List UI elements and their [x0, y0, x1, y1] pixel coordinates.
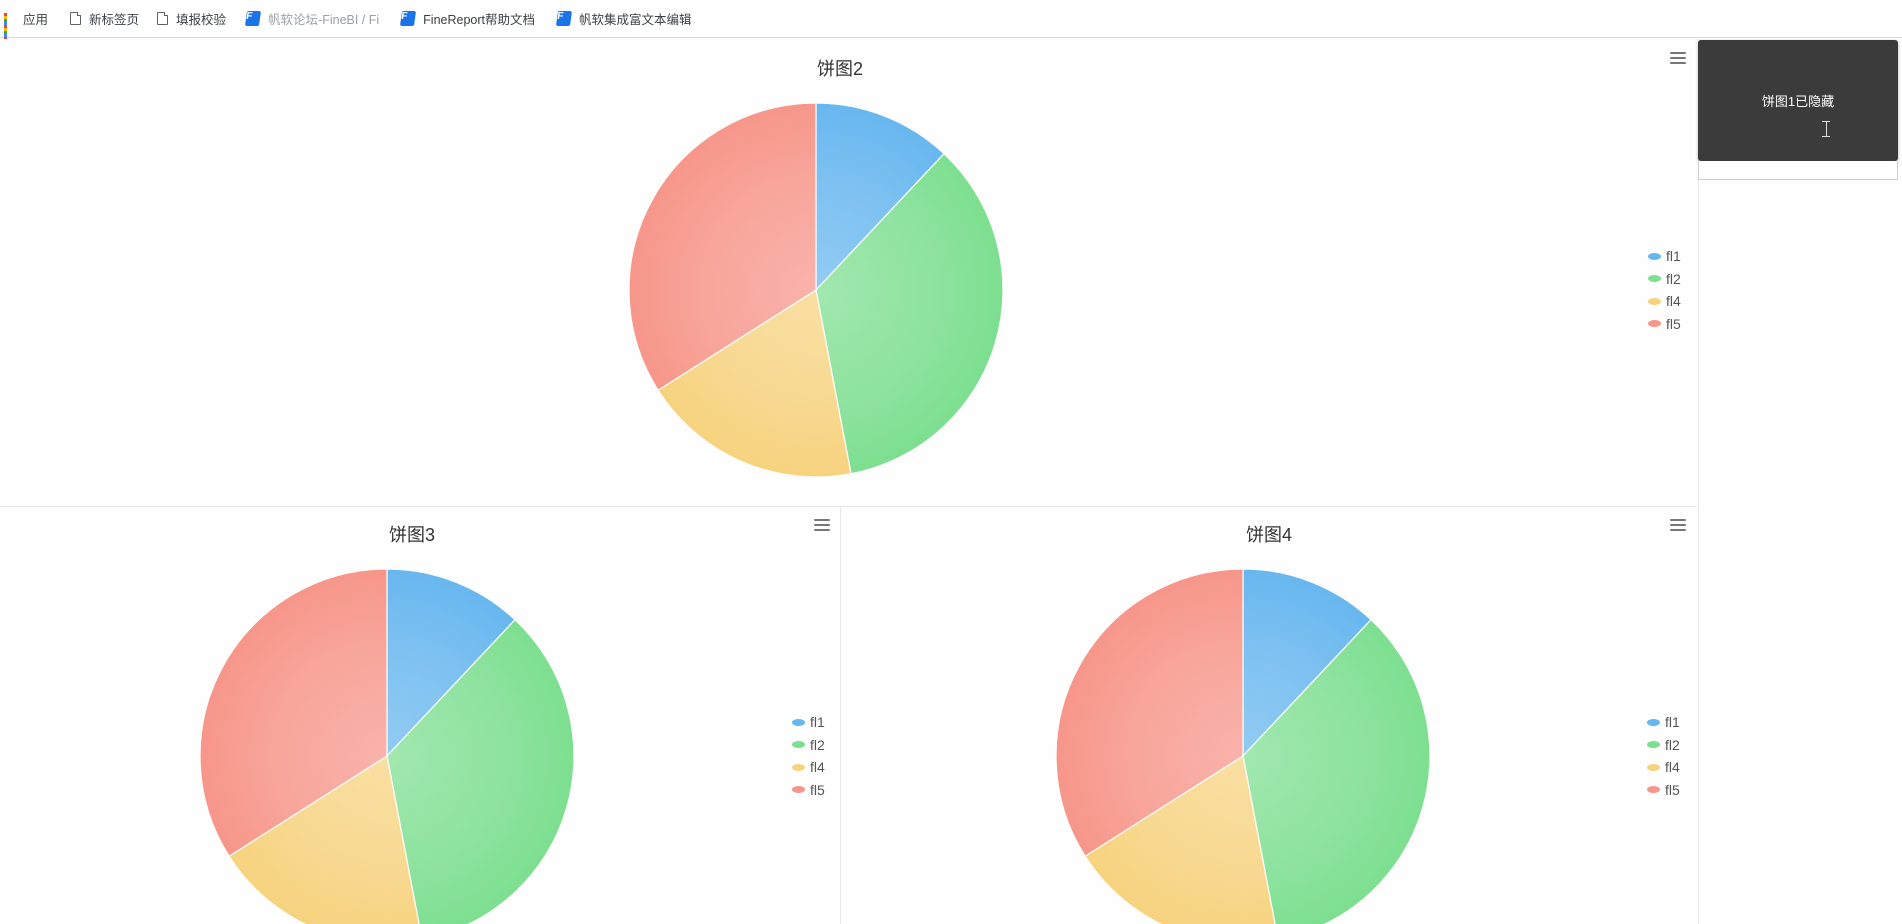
legend-label: fl5 — [1666, 315, 1681, 332]
legend-marker-icon — [792, 718, 805, 726]
pie-chart — [1055, 568, 1431, 924]
chart-menu-icon[interactable] — [1670, 52, 1686, 64]
legend-label: fl2 — [1665, 736, 1680, 753]
pie-slice-fl4[interactable] — [657, 289, 852, 478]
bookmark-apps[interactable]: 应用 — [4, 9, 49, 40]
pie-slice-fl1[interactable] — [1242, 568, 1372, 758]
chart-title: 饼图3 — [388, 525, 436, 545]
legend-label: fl2 — [810, 736, 825, 753]
legend-marker-icon — [1647, 718, 1660, 726]
pie-slice-fl4[interactable] — [228, 755, 422, 924]
legend-item-fl1[interactable]: fl1 — [792, 711, 825, 734]
pie-chart — [628, 102, 1004, 478]
legend-marker-icon — [1648, 252, 1661, 260]
bookmark-label: 帆软论坛-FineBI / Fi — [268, 13, 380, 27]
legend-marker-icon — [1648, 275, 1661, 283]
legend-marker-icon — [792, 786, 805, 794]
toast-text: 饼图1已隐藏 — [1761, 94, 1835, 109]
pie-slice-fl2[interactable] — [815, 152, 1004, 475]
chart-menu-icon[interactable] — [1670, 519, 1686, 531]
chart-title: 饼图2 — [816, 59, 864, 79]
legend-marker-icon — [1647, 763, 1660, 771]
chart-panel-pie4: 饼图4 fl1 fl2 fl4 fl5 — [841, 507, 1697, 924]
legend-item-fl4[interactable]: fl4 — [1648, 290, 1681, 313]
text-cursor-icon — [1822, 121, 1830, 137]
legend-item-fl5[interactable]: fl5 — [792, 779, 825, 802]
legend-label: fl1 — [1665, 714, 1680, 731]
bookmark-label: 应用 — [23, 13, 49, 27]
legend-item-fl4[interactable]: fl4 — [792, 756, 825, 779]
legend-label: fl5 — [1665, 781, 1680, 798]
page-icon — [157, 12, 169, 25]
legend-item-fl2[interactable]: fl2 — [1648, 268, 1681, 291]
legend-marker-icon — [1647, 741, 1660, 749]
legend-label: fl4 — [1666, 293, 1681, 310]
chart-panel-pie2: 饼图2 fl1 fl2 fl4 fl5 — [0, 39, 1697, 507]
legend-item-fl1[interactable]: fl1 — [1648, 245, 1681, 268]
pie-slice-fl1[interactable] — [386, 568, 516, 758]
legend-marker-icon — [792, 763, 805, 771]
bookmark-finereport-help[interactable]: F FineReport帮助文档 — [400, 9, 536, 28]
bookmark-fanruan-richtext[interactable]: F 帆软集成富文本编辑 — [555, 9, 692, 28]
legend-marker-icon — [792, 741, 805, 749]
chart-title: 饼图4 — [1245, 525, 1293, 545]
fanruan-logo-icon: F — [244, 11, 262, 26]
chart-legend: fl1 fl2 fl4 fl5 — [792, 711, 825, 801]
pie-slice-fl2[interactable] — [1242, 618, 1431, 924]
pie-slice-fl5[interactable] — [628, 102, 817, 392]
legend-label: fl1 — [1666, 248, 1681, 265]
legend-marker-icon — [1648, 297, 1661, 305]
page-icon — [70, 12, 82, 25]
legend-item-fl4[interactable]: fl4 — [1647, 756, 1680, 779]
legend-label: fl5 — [810, 781, 825, 798]
chart-menu-icon[interactable] — [814, 519, 830, 531]
legend-item-fl2[interactable]: fl2 — [792, 734, 825, 757]
legend-marker-icon — [1647, 786, 1660, 794]
legend-label: fl4 — [1665, 759, 1680, 776]
toast-shadow-box — [1698, 161, 1898, 180]
bookmark-label: FineReport帮助文档 — [423, 13, 536, 27]
legend-item-fl2[interactable]: fl2 — [1647, 734, 1680, 757]
bookmarks-bar: 应用 新标签页 填报校验 F 帆软论坛-FineBI / Fi F FineRe… — [0, 0, 1902, 40]
fanruan-logo-icon: F — [400, 11, 417, 26]
pie-slice-fl4[interactable] — [1084, 755, 1278, 924]
bookmark-fanruan-forum[interactable]: F 帆软论坛-FineBI / Fi — [244, 9, 380, 28]
bookmark-new-tab[interactable]: 新标签页 — [70, 9, 139, 28]
bookmark-label: 新标签页 — [89, 13, 140, 27]
bookmark-fill-check[interactable]: 填报校验 — [157, 9, 226, 28]
bookmark-label: 填报校验 — [176, 13, 227, 27]
right-sidebar-area — [1698, 39, 1902, 924]
legend-marker-icon — [1648, 320, 1661, 328]
chart-panel-pie3: 饼图3 fl1 fl2 fl4 fl5 — [0, 507, 841, 924]
chart-legend: fl1 fl2 fl4 fl5 — [1648, 245, 1681, 335]
pie-slice-fl1[interactable] — [815, 102, 945, 292]
hidden-notice-toast: 饼图1已隐藏 — [1698, 40, 1898, 161]
chart-legend: fl1 fl2 fl4 fl5 — [1647, 711, 1680, 801]
legend-item-fl5[interactable]: fl5 — [1648, 313, 1681, 336]
legend-item-fl1[interactable]: fl1 — [1647, 711, 1680, 734]
pie-chart — [199, 568, 575, 924]
legend-label: fl2 — [1666, 270, 1681, 287]
apps-grid-icon — [4, 13, 15, 40]
pie-slice-fl2[interactable] — [386, 618, 575, 924]
pie-slice-fl5[interactable] — [1055, 568, 1244, 858]
legend-label: fl1 — [810, 714, 825, 731]
bookmark-label: 帆软集成富文本编辑 — [579, 13, 692, 27]
pie-slice-fl5[interactable] — [199, 568, 388, 858]
legend-item-fl5[interactable]: fl5 — [1647, 779, 1680, 802]
fanruan-logo-icon: F — [555, 11, 573, 26]
legend-label: fl4 — [810, 759, 825, 776]
